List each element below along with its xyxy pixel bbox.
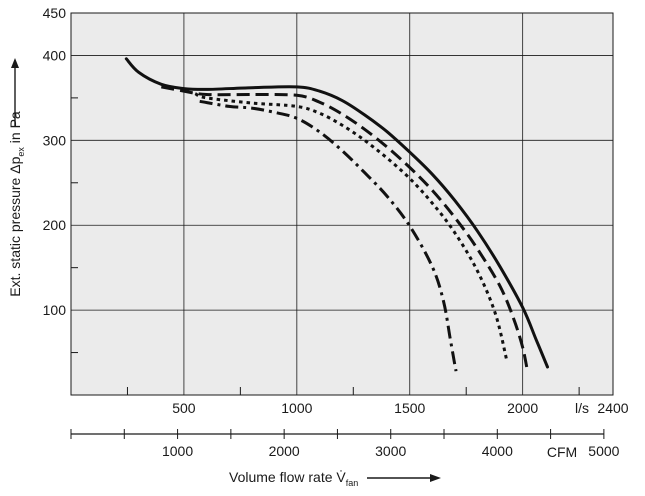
x-title-sub: fan bbox=[346, 478, 359, 488]
y-tick-label-0: 100 bbox=[43, 302, 67, 318]
y-title-suffix: in Pa bbox=[7, 111, 23, 147]
x-tick-label-3: 2000 bbox=[507, 400, 538, 416]
x2-tick-label-3: 4000 bbox=[482, 443, 513, 459]
y-tick-label-3: 400 bbox=[43, 47, 67, 63]
y-axis-title: Ext. static pressure Δpex in Pa bbox=[7, 111, 26, 297]
x2-tick-label-4: 5000 bbox=[588, 443, 619, 459]
x-axis-title: Volume flow rate V̇fan bbox=[229, 469, 358, 488]
curve-dotted bbox=[194, 92, 509, 362]
x-tick-label-4: 2400 bbox=[597, 400, 628, 416]
y-axis-ticks: 100 200 300 400 450 bbox=[43, 5, 78, 354]
x-axis-ticks: 500 1000 1500 2000 2400 bbox=[126, 387, 629, 416]
svg-text:Ext. static pressure Δpex in P: Ext. static pressure Δpex in Pa bbox=[7, 111, 26, 297]
x2-tick-label-0: 1000 bbox=[162, 443, 193, 459]
y-tick-label-2: 300 bbox=[43, 132, 67, 148]
y-title-sub: ex bbox=[16, 147, 26, 157]
y-tick-label-4: 450 bbox=[43, 5, 67, 21]
x2-unit-label: CFM bbox=[547, 444, 577, 460]
curve-dashed bbox=[161, 85, 529, 370]
curve-solid bbox=[124, 57, 549, 369]
y-title-prefix: Ext. static pressure Δp bbox=[7, 156, 23, 296]
curve-dash-dot bbox=[199, 99, 458, 372]
y-tick-label-1: 200 bbox=[43, 217, 67, 233]
x-tick-label-1: 1000 bbox=[281, 400, 312, 416]
x2-tick-label-1: 2000 bbox=[269, 443, 300, 459]
x-tick-label-0: 500 bbox=[172, 400, 196, 416]
x-tick-label-2: 1500 bbox=[394, 400, 425, 416]
x-unit-label: l/s bbox=[575, 400, 589, 416]
plot-area bbox=[71, 13, 613, 395]
plot-frame bbox=[70, 12, 614, 396]
x-axis-arrow bbox=[367, 474, 441, 482]
y-axis-arrow bbox=[11, 58, 19, 127]
x-title-prefix: Volume flow rate V̇ bbox=[229, 469, 346, 485]
x2-axis: 1000 2000 3000 4000 5000 bbox=[70, 429, 620, 459]
series-layer bbox=[124, 57, 549, 372]
x2-tick-label-2: 3000 bbox=[375, 443, 406, 459]
